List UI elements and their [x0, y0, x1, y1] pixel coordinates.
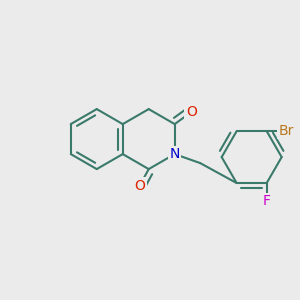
- Text: F: F: [263, 194, 271, 208]
- Text: N: N: [169, 147, 180, 161]
- Text: O: O: [186, 105, 196, 119]
- Text: Br: Br: [278, 124, 294, 138]
- Text: O: O: [134, 178, 145, 193]
